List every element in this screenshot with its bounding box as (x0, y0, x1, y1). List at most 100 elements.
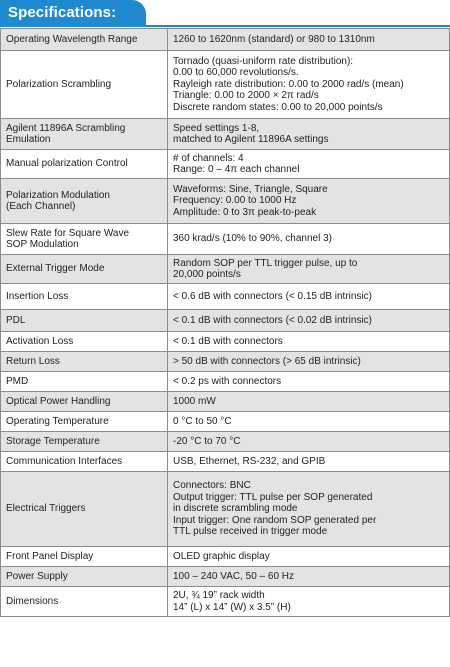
spec-row: Front Panel Display OLED graphic display (0, 546, 450, 567)
spec-value: OLED graphic display (167, 546, 450, 567)
spec-label-line: Storage Temperature (6, 435, 100, 447)
spec-value: < 0.1 dB with connectors (< 0.02 dB intr… (167, 309, 450, 332)
spec-label-line: SOP Modulation (6, 239, 79, 250)
spec-label: PMD (0, 371, 168, 392)
spec-value-line: in discrete scrambling mode (173, 503, 298, 515)
spec-value-line: 360 krad/s (10% to 90%, channel 3) (173, 233, 332, 245)
spec-label-line: Power Supply (6, 570, 68, 582)
spec-label-line: Emulation (6, 134, 51, 145)
spec-row: PMD < 0.2 ps with connectors (0, 371, 450, 392)
spec-label: Storage Temperature (0, 431, 168, 452)
spec-label: Agilent 11896A Scrambling Emulation (0, 118, 168, 150)
spec-value: USB, Ethernet, RS-232, and GPIB (167, 451, 450, 472)
spec-label-line: Operating Temperature (6, 415, 109, 427)
spec-label: Communication Interfaces (0, 451, 168, 472)
spec-value-line: Speed settings 1-8, (173, 122, 260, 134)
spec-value-line: # of channels: 4 (173, 152, 244, 164)
spec-value: Waveforms: Sine, Triangle, Square Frequen… (167, 178, 450, 224)
spec-value-line: < 0.2 ps with connectors (173, 375, 282, 387)
spec-row: Slew Rate for Square Wave SOP Modulation 3… (0, 223, 450, 255)
spec-row: Communication Interfaces USB, Ethernet, R… (0, 451, 450, 472)
spec-value-line: < 0.1 dB with connectors (173, 335, 283, 347)
spec-value-line: Rayleigh rate distribution: 0.00 to 2000… (173, 78, 404, 90)
spec-value-line: OLED graphic display (173, 550, 270, 562)
spec-value-line: < 0.6 dB with connectors (< 0.15 dB intr… (173, 290, 372, 302)
spec-value: < 0.1 dB with connectors (167, 331, 450, 352)
spec-label-line: Insertion Loss (6, 290, 69, 302)
spec-label-line: External Trigger Mode (6, 263, 105, 275)
spec-value-line: < 0.1 dB with connectors (< 0.02 dB intr… (173, 314, 372, 326)
spec-label-line: Electrical Triggers (6, 503, 86, 515)
spec-table: Operating Wavelength Range 1260 to 1620nm… (0, 28, 450, 617)
spec-value-line: 2U, ¾ 19” rack width (173, 590, 265, 601)
spec-label-line: Polarization Scrambling (6, 78, 112, 90)
spec-row: Manual polarization Control # of channels… (0, 149, 450, 179)
spec-value-line: Amplitude: 0 to 3π peak-to-peak (173, 206, 317, 218)
spec-value-line: -20 °C to 70 °C (173, 435, 241, 447)
spec-row: Polarization Modulation (Each Channel) Wav… (0, 178, 450, 224)
spec-label: External Trigger Mode (0, 254, 168, 284)
spec-value-line: Tornado (quasi-uniform rate distribution… (173, 55, 354, 67)
spec-label: Return Loss (0, 351, 168, 372)
spec-row: Insertion Loss < 0.6 dB with connectors (… (0, 283, 450, 310)
spec-value: < 0.2 ps with connectors (167, 371, 450, 392)
spec-value-line: 1260 to 1620nm (standard) or 980 to 1310… (173, 33, 375, 45)
spec-value-line: Random SOP per TTL trigger pulse, up to (173, 257, 358, 269)
spec-row: Polarization Scrambling Tornado (quasi-un… (0, 50, 450, 119)
spec-row: Agilent 11896A Scrambling Emulation Speed … (0, 118, 450, 150)
spec-label-line: Agilent 11896A Scrambling (6, 122, 126, 134)
spec-value-line: 0.00 to 60,000 revolutions/s. (173, 67, 299, 79)
spec-value-line: Discrete random states: 0.00 to 20,000 p… (173, 101, 383, 113)
spec-value-line: TTL pulse received in trigger mode (173, 526, 328, 538)
spec-value: < 0.6 dB with connectors (< 0.15 dB intr… (167, 283, 450, 310)
spec-value-line: 100 – 240 VAC, 50 – 60 Hz (173, 570, 295, 582)
spec-value-line: > 50 dB with connectors (> 65 dB intrins… (173, 355, 361, 367)
spec-label-line: Polarization Modulation (6, 189, 110, 201)
spec-value-line: 14” (L) x 14” (W) x 3.5” (H) (173, 601, 291, 613)
spec-value-line: matched to Agilent 11896A settings (173, 134, 329, 145)
spec-row: Return Loss > 50 dB with connectors (> 65… (0, 351, 450, 372)
spec-label: Slew Rate for Square Wave SOP Modulation (0, 223, 168, 255)
section-header: Specifications: (0, 0, 450, 27)
spec-row: Operating Wavelength Range 1260 to 1620nm… (0, 28, 450, 51)
spec-row: Dimensions 2U, ¾ 19” rack width 14” (L) x … (0, 586, 450, 617)
spec-value-line: USB, Ethernet, RS-232, and GPIB (173, 455, 326, 467)
spec-label-line: (Each Channel) (6, 201, 76, 212)
spec-value: 0 °C to 50 °C (167, 411, 450, 432)
section-title: Specifications: (8, 4, 117, 21)
spec-label: PDL (0, 309, 168, 332)
spec-row: Activation Loss < 0.1 dB with connectors (0, 331, 450, 352)
section-tab: Specifications: (0, 0, 146, 27)
spec-label: Operating Temperature (0, 411, 168, 432)
spec-value-line: Input trigger: One random SOP generated … (173, 514, 377, 526)
spec-label-line: PMD (6, 375, 29, 387)
spec-table-body: Operating Wavelength Range 1260 to 1620nm… (0, 28, 450, 617)
spec-label-line: Communication Interfaces (6, 455, 123, 467)
spec-label-line: Front Panel Display (6, 550, 94, 562)
spec-label: Dimensions (0, 586, 168, 617)
spec-value-line: Connectors: BNC (173, 480, 251, 492)
spec-value-line: 1000 mW (173, 395, 216, 407)
spec-row: Storage Temperature -20 °C to 70 °C (0, 431, 450, 452)
spec-value-line: Triangle: 0.00 to 2000 × 2π rad/s (173, 90, 319, 102)
spec-value: Random SOP per TTL trigger pulse, up to 2… (167, 254, 450, 284)
spec-value: Speed settings 1-8, matched to Agilent 11… (167, 118, 450, 150)
spec-value-line: Range: 0 – 4π each channel (173, 164, 300, 175)
spec-value: -20 °C to 70 °C (167, 431, 450, 452)
spec-label: Electrical Triggers (0, 471, 168, 547)
spec-value: > 50 dB with connectors (> 65 dB intrins… (167, 351, 450, 372)
spec-label: Manual polarization Control (0, 149, 168, 179)
spec-value-line: Output trigger: TTL pulse per SOP genera… (173, 491, 373, 503)
spec-row: Operating Temperature 0 °C to 50 °C (0, 411, 450, 432)
spec-value: 360 krad/s (10% to 90%, channel 3) (167, 223, 450, 255)
spec-label-line: Dimensions (6, 595, 59, 607)
spec-label: Power Supply (0, 566, 168, 587)
spec-value: 2U, ¾ 19” rack width 14” (L) x 14” (W) x … (167, 586, 450, 617)
spec-row: Optical Power Handling 1000 mW (0, 391, 450, 412)
spec-label-line: Manual polarization Control (6, 158, 128, 170)
spec-row: Power Supply 100 – 240 VAC, 50 – 60 Hz (0, 566, 450, 587)
spec-value-line: 0 °C to 50 °C (173, 415, 232, 427)
spec-label-line: Activation Loss (6, 335, 74, 347)
spec-label-line: PDL (6, 314, 26, 326)
